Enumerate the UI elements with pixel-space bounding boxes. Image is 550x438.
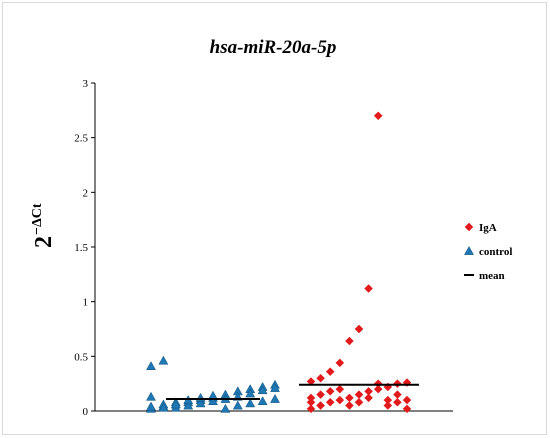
point-IgA [354,397,364,407]
point-IgA [393,390,402,399]
point-IgA [306,397,316,407]
point-control [170,399,181,409]
legend-label-mean: mean [479,270,505,282]
point-control [245,388,256,398]
point-control [183,400,194,410]
y-tick-label: 1 [83,297,89,309]
y-axis-label-base: 2 [31,236,57,248]
point-control [158,355,169,365]
point-control [146,391,156,401]
point-IgA [383,401,393,410]
point-IgA [325,367,335,376]
point-IgA [364,284,373,293]
point-IgA [345,336,354,346]
legend-label-control: control [479,246,512,258]
point-IgA [325,397,335,407]
point-IgA [316,401,325,410]
point-IgA [316,373,325,383]
legend-label-IgA: IgA [479,222,497,234]
legend-marker-control [464,245,474,255]
point-control [195,398,206,408]
point-control [146,401,156,411]
y-axis-label-group: 2−ΔCt [30,203,57,248]
point-IgA [354,390,364,399]
chart-frame: hsa-miR-20a-5p 2 −ΔCt 0 0.5 1 1.5 2 2.5 3 IgA co… [2,2,547,435]
point-IgA [373,379,383,389]
legend: IgA control mean [464,222,512,282]
data-points [146,111,412,414]
point-IgA [335,395,345,405]
y-tick-label: 0.5 [74,351,88,363]
point-IgA [402,404,412,414]
y-axis-label: 2−ΔCt [30,203,57,248]
point-control [257,396,268,406]
y-ticks: 0 0.5 1 1.5 2 2.5 3 [74,78,95,418]
point-control [270,383,280,392]
chart-title: hsa-miR-20a-5p [210,37,337,58]
legend-marker-IgA [464,222,474,232]
point-control [220,403,231,413]
point-IgA [335,384,345,394]
y-axis-label-exponent: −ΔCt [30,203,45,235]
point-control [158,402,169,412]
point-IgA [393,397,402,407]
point-control [195,392,206,402]
point-IgA [316,390,325,399]
point-IgA [345,401,354,410]
chart-svg: hsa-miR-20a-5p 2−ΔCt 00.511.522.53 IgAco… [30,37,512,418]
point-control [257,385,268,395]
point-IgA [373,111,383,121]
point-IgA [306,404,316,414]
point-control [245,398,256,408]
point-IgA [325,386,335,396]
y-tick-label: 0 [83,406,89,418]
point-IgA [335,358,345,368]
point-control [270,393,280,403]
point-IgA [345,393,354,403]
point-IgA [364,393,373,403]
point-control [146,361,156,371]
y-tick-label: 2 [83,187,89,199]
point-control [208,396,218,406]
axes [94,83,453,412]
point-IgA [402,395,412,405]
y-tick-label: 2.5 [74,133,88,145]
point-IgA [354,324,364,334]
y-tick-label: 3 [83,78,89,90]
point-IgA [383,395,393,405]
point-IgA [393,379,402,389]
point-control [232,400,243,410]
mean-lines [166,383,419,400]
point-IgA [373,384,383,394]
y-tick-label: 1.5 [74,242,88,254]
